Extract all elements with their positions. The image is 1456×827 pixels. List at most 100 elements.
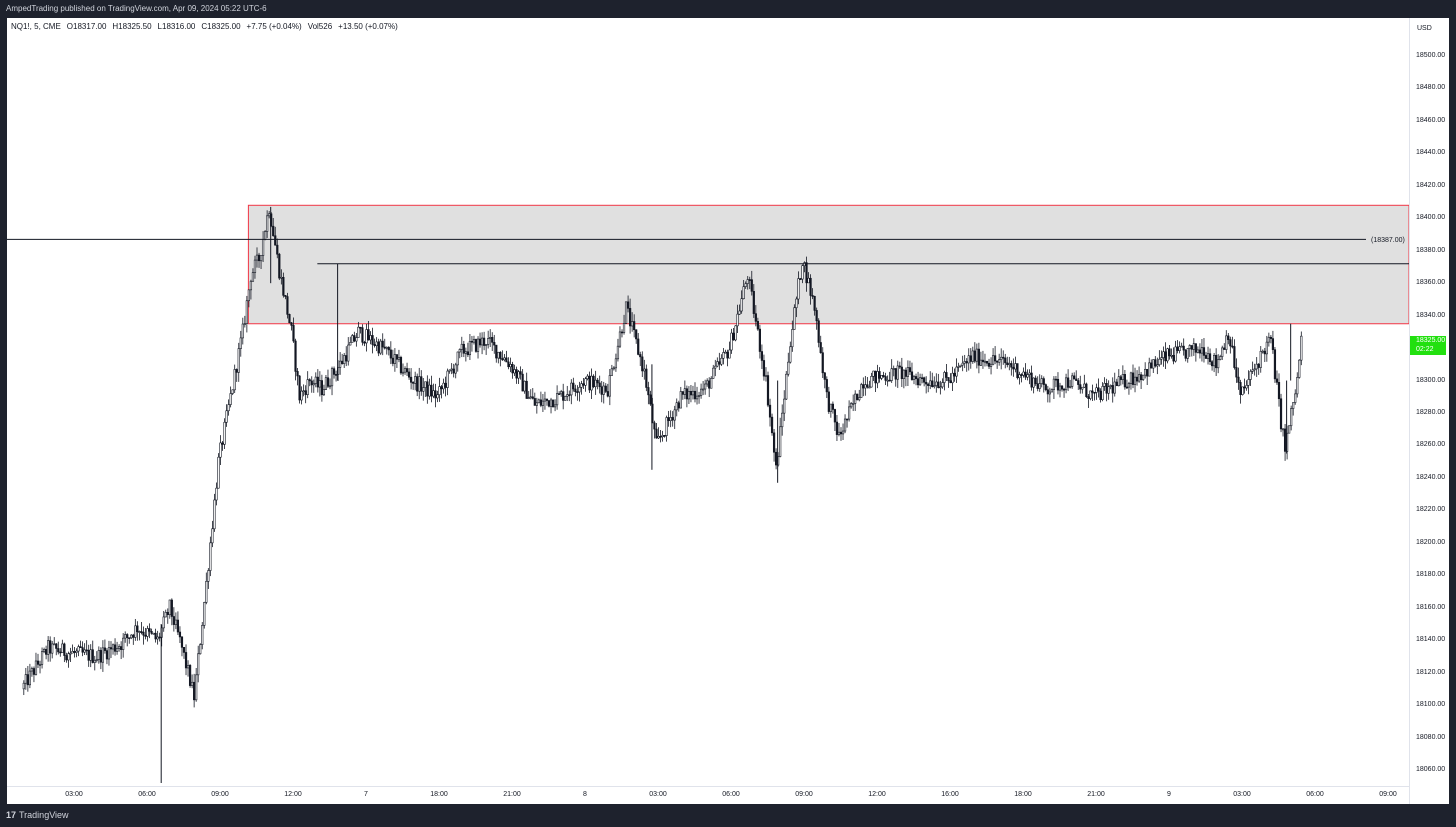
- candle: [689, 385, 693, 403]
- candle: [718, 352, 721, 370]
- candle: [126, 633, 129, 647]
- candle: [929, 371, 932, 390]
- candle: [1288, 425, 1291, 434]
- candle: [105, 648, 109, 665]
- candle: [296, 367, 299, 386]
- candle: [614, 353, 618, 372]
- time-tick-label: 09:00: [795, 791, 813, 798]
- candle: [716, 357, 719, 368]
- candle: [616, 338, 620, 362]
- candle: [1198, 343, 1202, 359]
- candle: [833, 408, 837, 432]
- candle: [288, 313, 291, 324]
- candle: [118, 644, 121, 652]
- candle: [539, 391, 542, 408]
- candle: [1101, 382, 1104, 402]
- candle-layer: [22, 206, 1303, 783]
- candle: [483, 331, 486, 351]
- candle: [1261, 349, 1264, 354]
- candle: [1213, 352, 1216, 373]
- time-tick-label: 8: [583, 791, 587, 798]
- candle: [758, 324, 761, 359]
- candle: [768, 398, 772, 427]
- candle: [51, 640, 54, 659]
- candle: [1217, 354, 1220, 374]
- candle: [586, 374, 589, 381]
- candle: [320, 374, 323, 402]
- candle: [99, 647, 102, 670]
- candle: [754, 305, 757, 327]
- candle: [693, 382, 697, 403]
- candle: [1235, 358, 1238, 383]
- candle: [943, 370, 946, 391]
- candle: [107, 640, 111, 666]
- candle: [876, 364, 879, 389]
- time-tick-label: 12:00: [868, 791, 886, 798]
- candle: [186, 660, 190, 677]
- chart-pane[interactable]: [7, 18, 1449, 804]
- candle: [1093, 391, 1096, 401]
- candle: [734, 325, 737, 342]
- candle: [158, 632, 161, 642]
- candle: [1060, 385, 1064, 392]
- candle: [341, 353, 344, 365]
- candle: [361, 324, 364, 346]
- candle: [797, 271, 800, 305]
- candle: [608, 369, 611, 406]
- candle: [438, 377, 441, 402]
- candle: [61, 639, 64, 653]
- candle: [170, 598, 173, 626]
- candle: [935, 373, 938, 393]
- candle: [284, 295, 287, 300]
- candle: [1142, 374, 1145, 382]
- candle: [195, 667, 198, 702]
- candle: [1281, 428, 1285, 437]
- candle: [304, 385, 307, 404]
- candle: [590, 368, 593, 399]
- candle: [132, 633, 135, 645]
- candle: [1204, 351, 1208, 359]
- candle: [128, 637, 131, 644]
- candle: [495, 344, 498, 363]
- candle: [69, 647, 72, 662]
- candle: [282, 272, 285, 298]
- candle: [1026, 369, 1029, 381]
- candle: [355, 333, 358, 347]
- candle: [401, 363, 405, 377]
- candle: [1034, 375, 1037, 386]
- candle: [645, 364, 648, 392]
- candle: [180, 636, 184, 657]
- candle: [491, 332, 494, 352]
- candle: [426, 375, 429, 404]
- candle: [95, 651, 98, 663]
- candle: [927, 382, 930, 393]
- candle: [1164, 342, 1167, 369]
- candle: [551, 399, 555, 408]
- candle: [501, 350, 504, 361]
- candle: [521, 369, 524, 392]
- candle: [1192, 338, 1195, 356]
- candle: [1300, 331, 1303, 366]
- symbol-legend: NQ1!, 5, CME O18317.00 H18325.50 L18316.…: [11, 22, 398, 31]
- candle: [71, 644, 74, 654]
- time-tick-label: 9: [1167, 791, 1171, 798]
- candle: [480, 332, 484, 355]
- currency-label[interactable]: USD: [1417, 25, 1432, 32]
- price-tick-label: 18440.00: [1416, 149, 1446, 157]
- tradingview-logo[interactable]: 17 TradingView: [6, 810, 69, 820]
- candle: [699, 383, 703, 399]
- candle: [245, 295, 248, 333]
- candle: [257, 252, 261, 268]
- candle: [643, 359, 646, 380]
- candle: [624, 301, 628, 324]
- legend-symbol[interactable]: NQ1!, 5, CME: [11, 22, 61, 31]
- candle: [1085, 382, 1088, 398]
- candle: [1079, 375, 1082, 394]
- candle: [164, 609, 167, 618]
- candle: [440, 385, 443, 399]
- candle: [570, 379, 573, 405]
- candle: [996, 360, 999, 369]
- candle: [983, 353, 987, 367]
- candle: [1111, 377, 1114, 403]
